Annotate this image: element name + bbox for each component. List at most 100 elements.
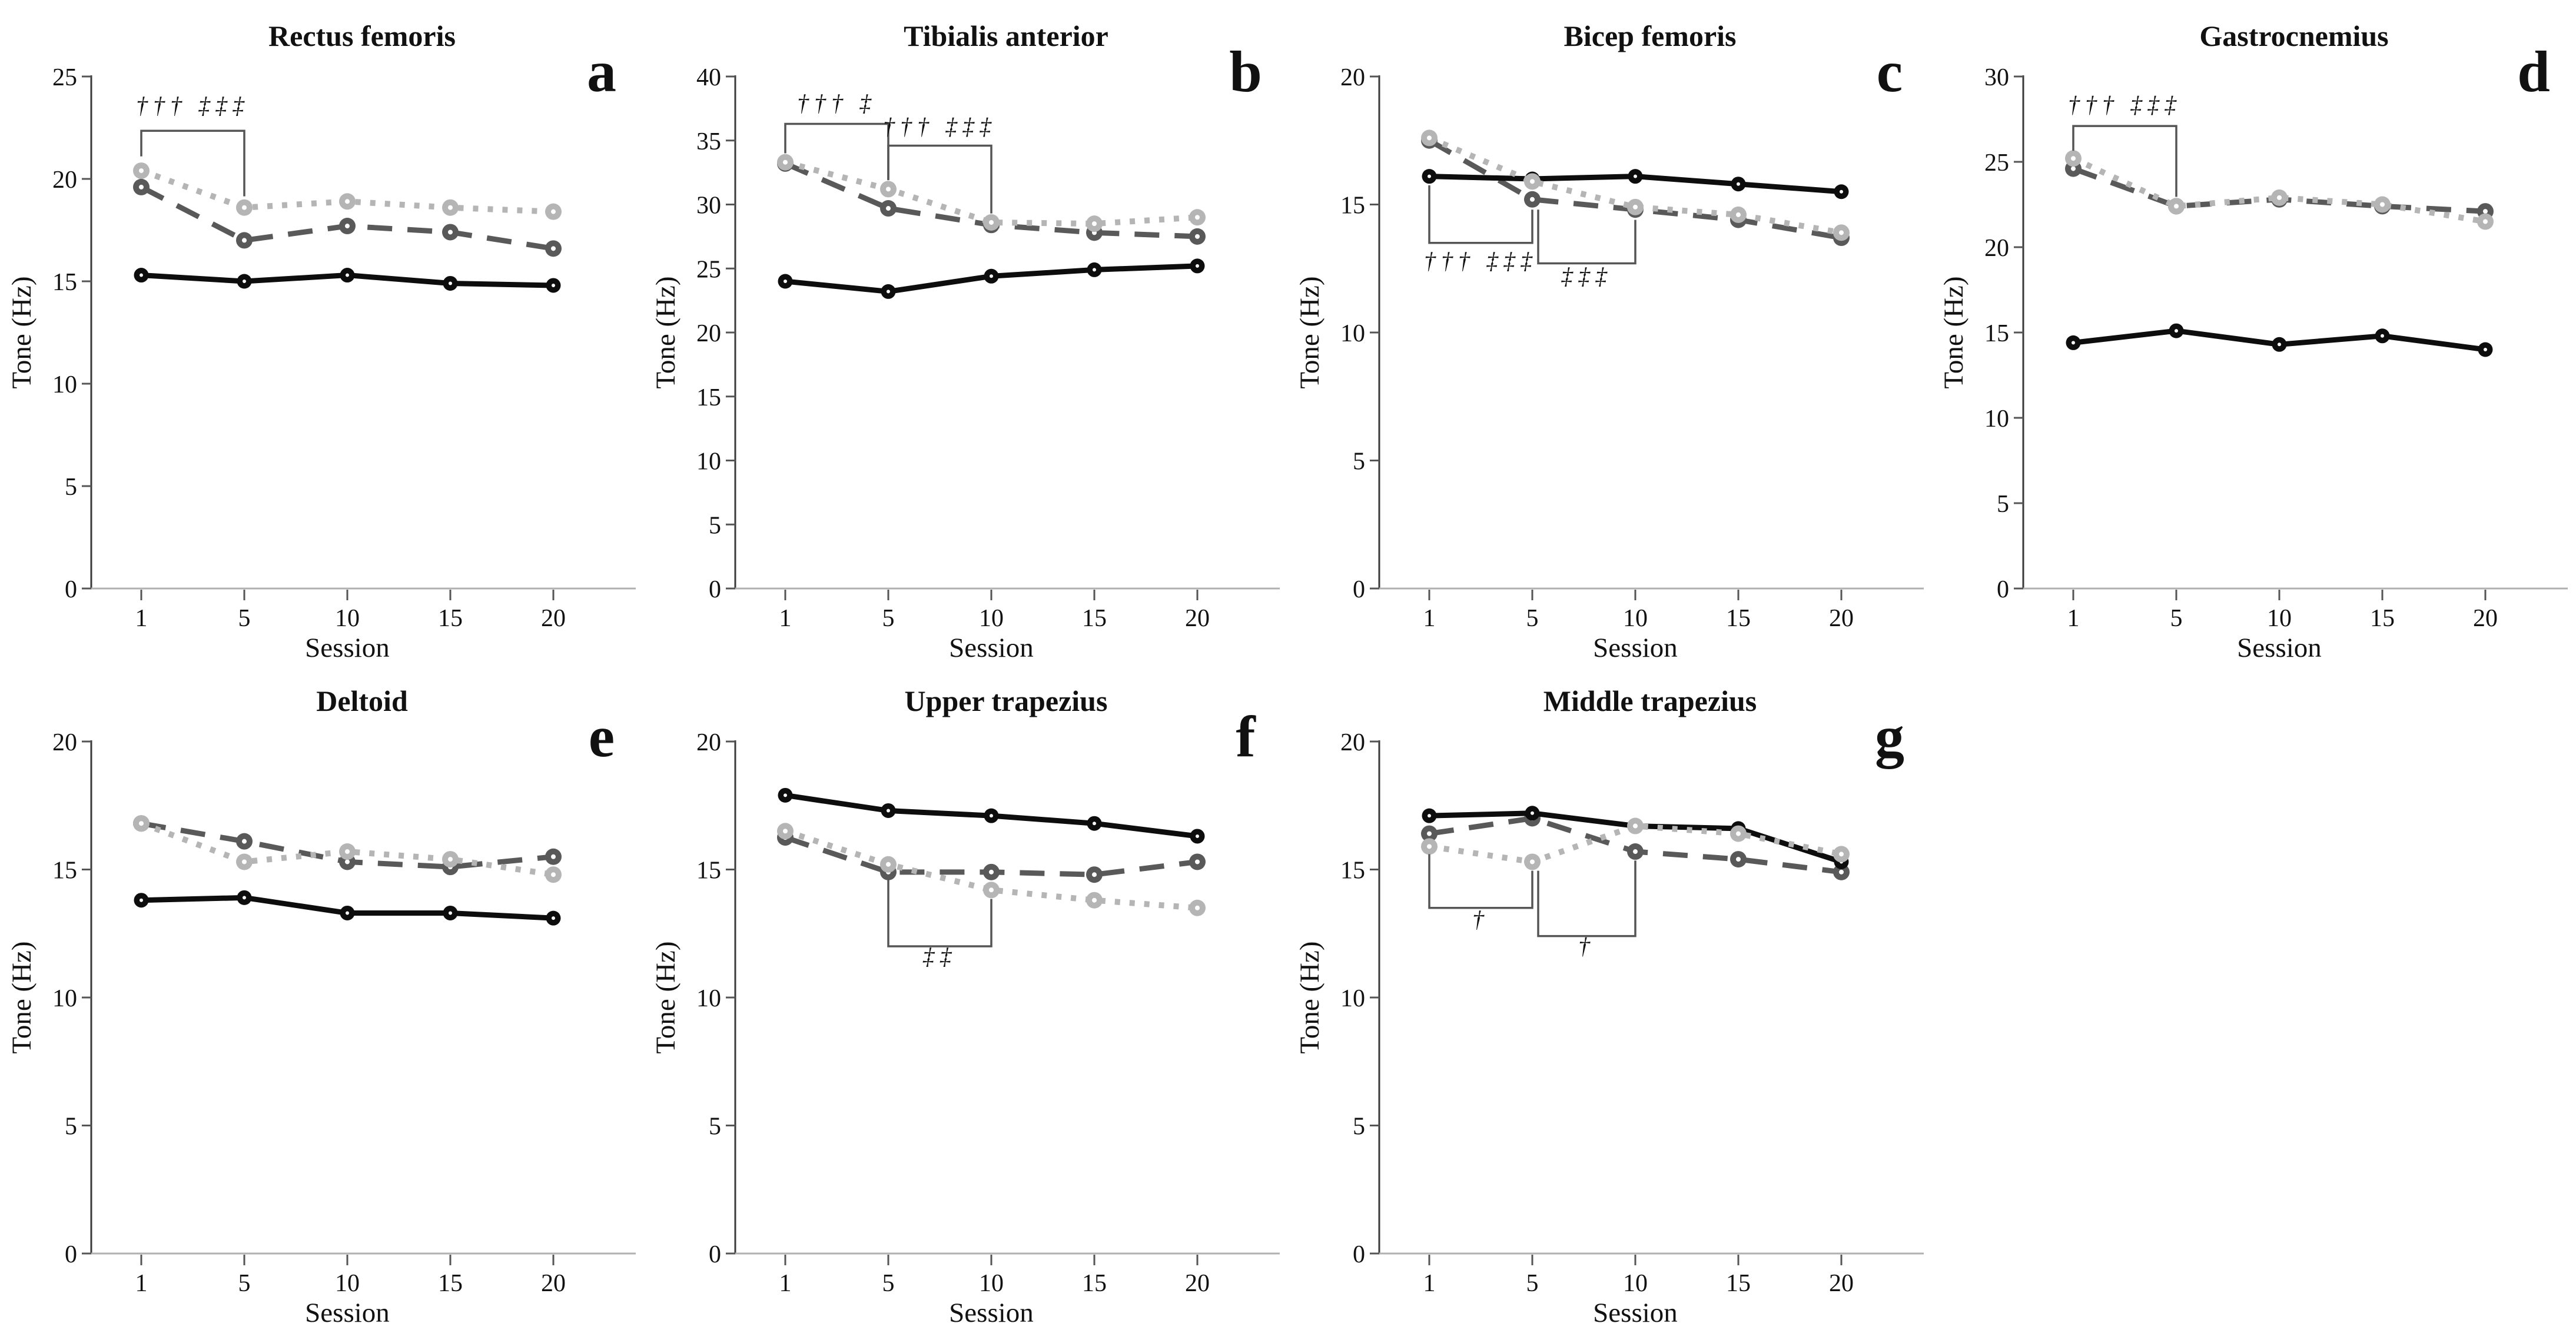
y-tick-label: 15: [1340, 857, 1365, 885]
y-axis-title: Tone (Hz): [1938, 276, 1969, 388]
marker-center: [1530, 197, 1535, 202]
panel-d-gastrocnemius: 0 5 10 15 20 25 30 1 5 10 15 20 Session Tone (Hz) Gast…: [1932, 0, 2576, 665]
marker-center: [886, 862, 891, 867]
series-black-solid: [2066, 323, 2493, 357]
marker-center: [1427, 135, 1432, 141]
x-tick-label: 15: [438, 605, 463, 632]
marker-center: [1530, 179, 1535, 184]
y-tick-label: 20: [52, 167, 77, 194]
y-tick-label: 5: [1353, 1113, 1365, 1141]
marker-center: [551, 872, 556, 877]
y-axis-title: Tone (Hz): [1294, 276, 1325, 388]
marker-center: [2278, 343, 2281, 347]
x-tick-label: 5: [1526, 605, 1539, 632]
x-tick-label: 5: [2170, 605, 2183, 632]
series-light-gray-dotted: [133, 162, 562, 220]
marker-center: [2072, 341, 2075, 345]
marker-center: [1633, 823, 1638, 829]
significance-label: ††† ‡‡‡: [136, 92, 250, 119]
y-axis-title: Tone (Hz): [6, 941, 37, 1053]
x-tick-label: 10: [1623, 605, 1648, 632]
significance-bracket: [887, 879, 992, 947]
marker-center: [2174, 204, 2179, 209]
marker-center: [2071, 166, 2076, 171]
y-tick-label: 10: [1340, 320, 1365, 347]
y-tick-label: 15: [52, 857, 77, 885]
x-axis-title: Session: [305, 1298, 390, 1328]
x-tick-label: 10: [979, 605, 1004, 632]
y-tick-label: 5: [709, 1113, 721, 1141]
marker-center: [1634, 174, 1637, 178]
x-tick-label: 1: [779, 605, 792, 632]
panel-title: Rectus femoris: [268, 19, 456, 52]
panel-letter: a: [587, 39, 616, 104]
y-tick-label: 20: [1340, 729, 1365, 756]
significance-bracket: [140, 129, 245, 197]
y-tick-label: 40: [696, 64, 721, 91]
x-axis-title: Session: [2237, 633, 2322, 663]
y-tick-label: 0: [1353, 1241, 1365, 1268]
marker-center: [139, 184, 144, 189]
marker-center: [1196, 834, 1199, 838]
y-tick-label: 10: [52, 371, 77, 398]
x-tick-label: 10: [335, 605, 360, 632]
panel-e-deltoid: 0 5 10 15 20 1 5 10 15 20 Session Tone (Hz) Deltoid e: [0, 665, 644, 1330]
x-axis-title: Session: [305, 633, 390, 663]
marker-center: [2071, 156, 2076, 161]
significance-label: ††† ‡: [797, 90, 877, 117]
y-tick-label: 20: [52, 729, 77, 756]
y-tick-label: 20: [1984, 235, 2009, 262]
x-tick-label: 20: [541, 605, 566, 632]
marker-center: [989, 220, 994, 225]
marker-center: [346, 273, 349, 277]
panel-letter: b: [1229, 39, 1262, 104]
panel-title: Tibialis anterior: [904, 19, 1108, 52]
series-light-gray-dotted: [777, 154, 1206, 232]
panel-title: Bicep femoris: [1564, 19, 1737, 52]
y-axis-title: Tone (Hz): [650, 941, 681, 1053]
marker-center: [2175, 329, 2178, 333]
y-tick-label: 35: [696, 128, 721, 155]
marker-center: [783, 159, 788, 165]
marker-center: [2277, 195, 2282, 200]
marker-center: [346, 911, 349, 915]
x-tick-label: 1: [2067, 605, 2080, 632]
y-tick-label: 20: [1340, 64, 1365, 91]
marker-center: [1196, 264, 1199, 268]
marker-center: [783, 829, 788, 834]
x-tick-label: 15: [2370, 605, 2395, 632]
panel-title: Middle trapezius: [1543, 684, 1757, 717]
marker-center: [139, 168, 144, 174]
y-tick-label: 0: [65, 576, 77, 603]
x-tick-label: 5: [238, 1270, 251, 1297]
marker-center: [140, 898, 143, 902]
x-tick-label: 1: [1423, 1270, 1436, 1297]
marker-center: [448, 857, 453, 862]
x-tick-label: 10: [1623, 1270, 1648, 1297]
panel-title: Upper trapezius: [905, 684, 1108, 717]
series-black-solid: [1422, 169, 1849, 200]
x-tick-label: 10: [335, 1270, 360, 1297]
marker-center: [449, 911, 452, 915]
significance-label: ††† ‡‡‡: [2068, 91, 2182, 118]
marker-center: [886, 206, 891, 211]
x-tick-label: 15: [1082, 605, 1107, 632]
marker-center: [345, 849, 350, 854]
y-tick-label: 10: [52, 985, 77, 1012]
marker-center: [345, 859, 350, 864]
panel-letter: c: [1877, 39, 1903, 104]
y-axis-title: Tone (Hz): [1294, 941, 1325, 1053]
significance-bracket: [887, 144, 992, 214]
marker-center: [1839, 230, 1844, 235]
x-tick-label: 15: [438, 1270, 463, 1297]
significance-label: †: [1578, 933, 1595, 959]
marker-center: [448, 205, 453, 210]
marker-center: [784, 280, 787, 283]
x-tick-label: 15: [1082, 1270, 1107, 1297]
marker-center: [1428, 814, 1431, 818]
series-black-solid: [778, 258, 1205, 299]
marker-center: [242, 205, 247, 210]
